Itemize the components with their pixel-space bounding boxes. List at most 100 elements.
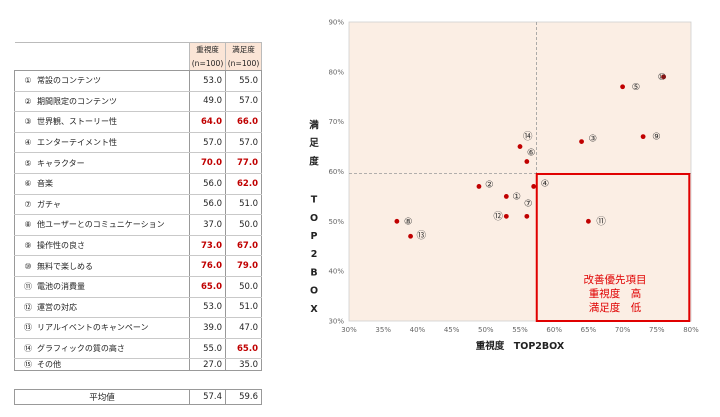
table-row: ⑩ 無料で楽しめる 76.0 79.0: [14, 255, 262, 277]
item-number: ①: [24, 76, 32, 86]
data-point: [579, 139, 584, 145]
item-name: リアルイベントのキャンペーン: [37, 323, 149, 333]
y-axis-title-char: B: [310, 267, 317, 278]
col-satisfaction-header: 満足度: [225, 42, 262, 57]
item-name-cell: ③ 世界観、ストーリー性: [14, 111, 190, 133]
data-point: [586, 218, 591, 224]
priority-annotation-text: 改善優先項目: [584, 273, 647, 286]
x-tick-label: 50%: [478, 326, 494, 334]
plot-area: [348, 21, 692, 322]
item-number: ⑫: [24, 302, 32, 312]
item-name-cell: ⑨ 操作性の良さ: [14, 235, 190, 257]
table-row: ⑮ その他 27.0 35.0: [14, 358, 262, 372]
data-point: [476, 184, 482, 189]
item-name: 無料で楽しめる: [37, 261, 93, 271]
y-tick-label: 30%: [328, 318, 344, 326]
data-point-label: ⑧: [404, 216, 413, 227]
satisfaction-value: 62.0: [225, 173, 262, 195]
data-point-label: ⑨: [652, 132, 661, 143]
data-point: [524, 159, 530, 164]
table-row: ⑧ 他ユーザーとのコミュニケーション 37.0 50.0: [14, 214, 262, 236]
y-axis-title-char: P: [311, 231, 318, 242]
satisfaction-value: 51.0: [225, 297, 262, 319]
data-point: [517, 144, 523, 149]
satisfaction-value: 79.0: [225, 255, 262, 277]
item-name: その他: [37, 360, 61, 370]
y-axis-title-char: 足: [309, 138, 319, 149]
importance-value: 70.0: [189, 152, 226, 174]
data-point: [524, 213, 530, 219]
item-name-cell: ⑪ 電池の消費量: [14, 276, 190, 298]
x-tick-label: 55%: [512, 326, 528, 334]
item-number: ②: [24, 96, 32, 106]
col-satisfaction-n: (n=100): [225, 56, 262, 71]
x-axis-title: 重視度 TOP2BOX: [476, 340, 565, 352]
item-name: キャラクター: [37, 158, 85, 168]
data-point: [620, 84, 625, 90]
table-row: ② 期間限定のコンテンツ 49.0 57.0: [14, 91, 262, 113]
priority-improvement-box: [535, 172, 691, 322]
item-number: ③: [24, 117, 32, 127]
x-tick-label: 75%: [649, 326, 665, 334]
importance-value: 65.0: [189, 276, 226, 298]
item-name-cell: ⑭ グラフィックの質の高さ: [14, 338, 190, 360]
item-number: ⑤: [24, 158, 32, 168]
y-tick-label: 40%: [328, 268, 344, 276]
y-tick-label: 60%: [328, 168, 344, 176]
importance-value: 39.0: [189, 317, 226, 339]
y-tick-label: 80%: [328, 68, 344, 76]
item-name: 期間限定のコンテンツ: [37, 96, 117, 106]
table-body: ① 常設のコンテンツ 53.0 55.0 ② 期間限定のコンテンツ 49.0 57.0 ③ 世界観…: [14, 70, 262, 372]
y-tick-label: 90%: [328, 19, 344, 27]
data-point-label: ⑬: [417, 230, 427, 241]
priority-annotation-text: 重視度 高: [589, 287, 642, 300]
item-name-cell: ④ エンターテイメント性: [14, 132, 190, 154]
importance-value: 37.0: [189, 214, 226, 236]
y-axis-title-char: 満: [309, 119, 319, 131]
importance-value: 73.0: [189, 235, 226, 257]
item-number: ⑥: [24, 179, 32, 189]
data-point: [640, 134, 646, 140]
table-row: ⑥ 音楽 56.0 62.0: [14, 173, 262, 195]
importance-value: 27.0: [189, 358, 226, 372]
item-number: ④: [24, 138, 32, 148]
satisfaction-value: 65.0: [225, 338, 262, 360]
importance-value: 49.0: [189, 91, 226, 113]
satisfaction-value: 77.0: [225, 152, 262, 174]
item-name: 常設のコンテンツ: [37, 76, 101, 86]
item-name: 音楽: [37, 179, 53, 189]
importance-value: 56.0: [189, 194, 226, 216]
y-axis-title-char: O: [310, 213, 318, 224]
data-point-label: ③: [589, 134, 598, 145]
table-row: ⑭ グラフィックの質の高さ 55.0 65.0: [14, 338, 262, 360]
item-name: 他ユーザーとのコミュニケーション: [37, 220, 165, 230]
table-row: ⑦ ガチャ 56.0 51.0: [14, 194, 262, 216]
item-number: ⑧: [24, 220, 32, 230]
table-row: ⑨ 操作性の良さ 73.0 67.0: [14, 235, 262, 257]
item-name: グラフィックの質の高さ: [37, 344, 125, 354]
item-name-cell: ⑦ ガチャ: [14, 194, 190, 216]
data-point: [503, 194, 509, 199]
item-name-cell: ⑩ 無料で楽しめる: [14, 255, 190, 277]
item-name: 世界観、ストーリー性: [37, 117, 117, 127]
y-axis-title-char: O: [310, 286, 318, 297]
x-tick-label: 60%: [546, 326, 562, 334]
col-importance-n: (n=100): [189, 56, 226, 71]
item-number: ⑪: [24, 282, 32, 292]
y-axis-title-char: X: [310, 304, 318, 315]
y-axis-title-char: T: [311, 195, 318, 206]
item-name-cell: ⑫ 運営の対応: [14, 297, 190, 319]
table-row: ④ エンターテイメント性 57.0 57.0: [14, 132, 262, 154]
satisfaction-value: 67.0: [225, 235, 262, 257]
table-row: ③ 世界観、ストーリー性 64.0 66.0: [14, 111, 262, 133]
table-row: ⑬ リアルイベントのキャンペーン 39.0 47.0: [14, 317, 262, 339]
satisfaction-value: 57.0: [225, 91, 262, 113]
satisfaction-value: 66.0: [225, 111, 262, 133]
data-point: [408, 233, 413, 239]
item-name-cell: ② 期間限定のコンテンツ: [14, 91, 190, 113]
item-name: ガチャ: [37, 199, 61, 209]
data-point-label: ④: [541, 178, 550, 189]
importance-value: 55.0: [189, 338, 226, 360]
priority-annotation-text: 満足度 低: [589, 301, 642, 314]
